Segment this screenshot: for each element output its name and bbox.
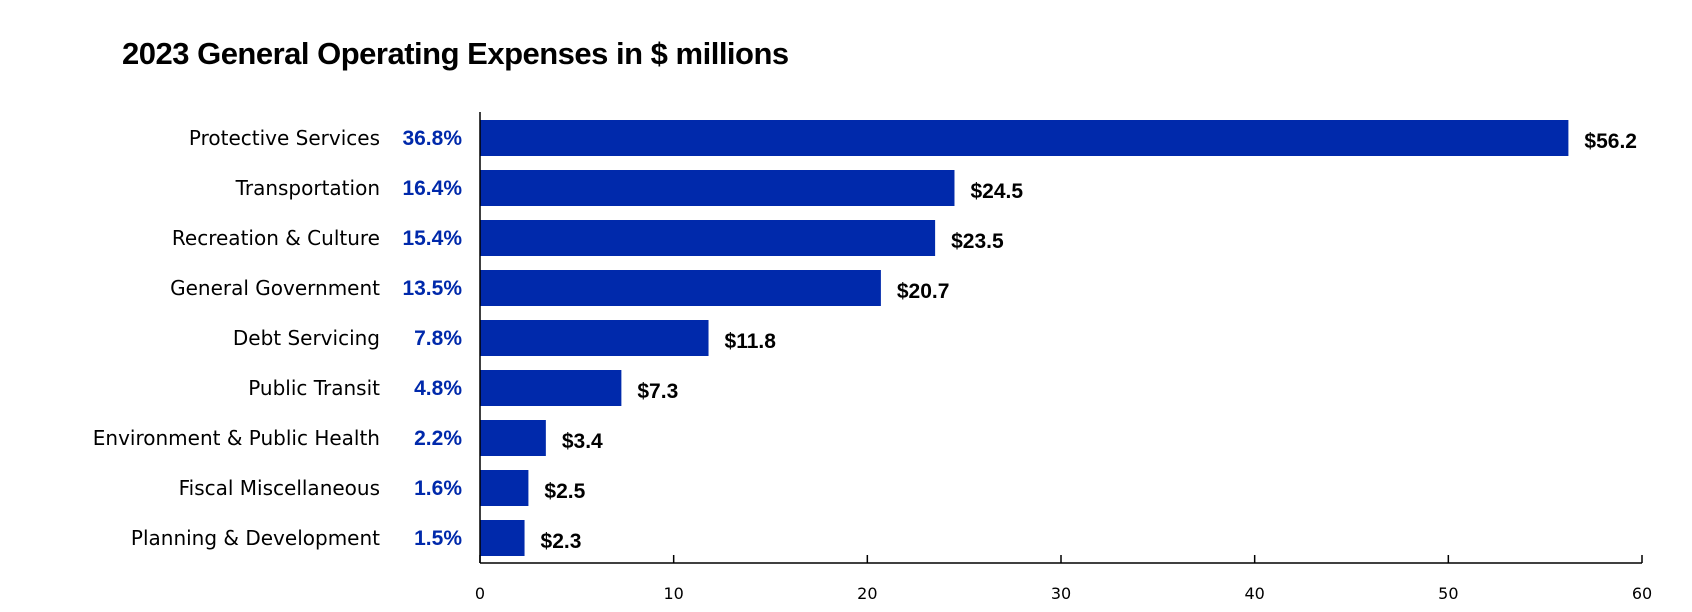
labels-group: Protective Services 36.8% $56.2 Transportat… (93, 126, 1637, 553)
category-label: General Government (170, 276, 380, 300)
percentage-label: 1.5% (414, 527, 462, 550)
bar (480, 270, 881, 306)
bar (480, 170, 955, 206)
bar (480, 220, 936, 256)
x-tick-label: 60 (1632, 584, 1652, 603)
bar (480, 120, 1569, 156)
value-label: $2.3 (541, 530, 582, 553)
x-tick-label: 0 (475, 584, 485, 603)
percentage-label: 1.6% (414, 477, 462, 500)
percentage-label: 2.2% (414, 427, 462, 450)
percentage-label: 7.8% (414, 327, 462, 350)
percentage-label: 15.4% (402, 227, 462, 250)
value-label: $2.5 (544, 480, 585, 503)
percentage-label: 36.8% (402, 127, 462, 150)
x-tick-label: 50 (1438, 584, 1458, 603)
chart-title: 2023 General Operating Expenses in $ mil… (122, 36, 789, 71)
x-tick-label: 20 (857, 584, 877, 603)
category-label: Fiscal Miscellaneous (179, 476, 380, 500)
category-label: Environment & Public Health (93, 426, 380, 450)
bar (480, 420, 546, 456)
x-tick-label: 40 (1244, 584, 1264, 603)
value-label: $3.4 (562, 430, 603, 453)
category-label: Public Transit (248, 376, 380, 400)
value-label: $11.8 (725, 330, 777, 353)
category-label: Planning & Development (131, 526, 380, 550)
axis-group: 0 10 20 30 40 50 60 (475, 112, 1652, 603)
category-label: Debt Servicing (233, 326, 380, 350)
value-label: $56.2 (1584, 130, 1637, 153)
value-label: $7.3 (637, 380, 678, 403)
x-tick-label: 30 (1051, 584, 1071, 603)
x-tick-label: 10 (663, 584, 683, 603)
bars-group (480, 120, 1569, 556)
percentage-label: 16.4% (402, 177, 462, 200)
bar (480, 370, 622, 406)
bar (480, 320, 709, 356)
percentage-label: 13.5% (402, 277, 462, 300)
bar (480, 470, 529, 506)
category-label: Transportation (235, 176, 380, 200)
category-label: Protective Services (189, 126, 380, 150)
bar (480, 520, 525, 556)
value-label: $24.5 (970, 180, 1023, 203)
category-label: Recreation & Culture (172, 226, 380, 250)
value-label: $20.7 (897, 280, 950, 303)
value-label: $23.5 (951, 230, 1004, 253)
percentage-label: 4.8% (414, 377, 462, 400)
